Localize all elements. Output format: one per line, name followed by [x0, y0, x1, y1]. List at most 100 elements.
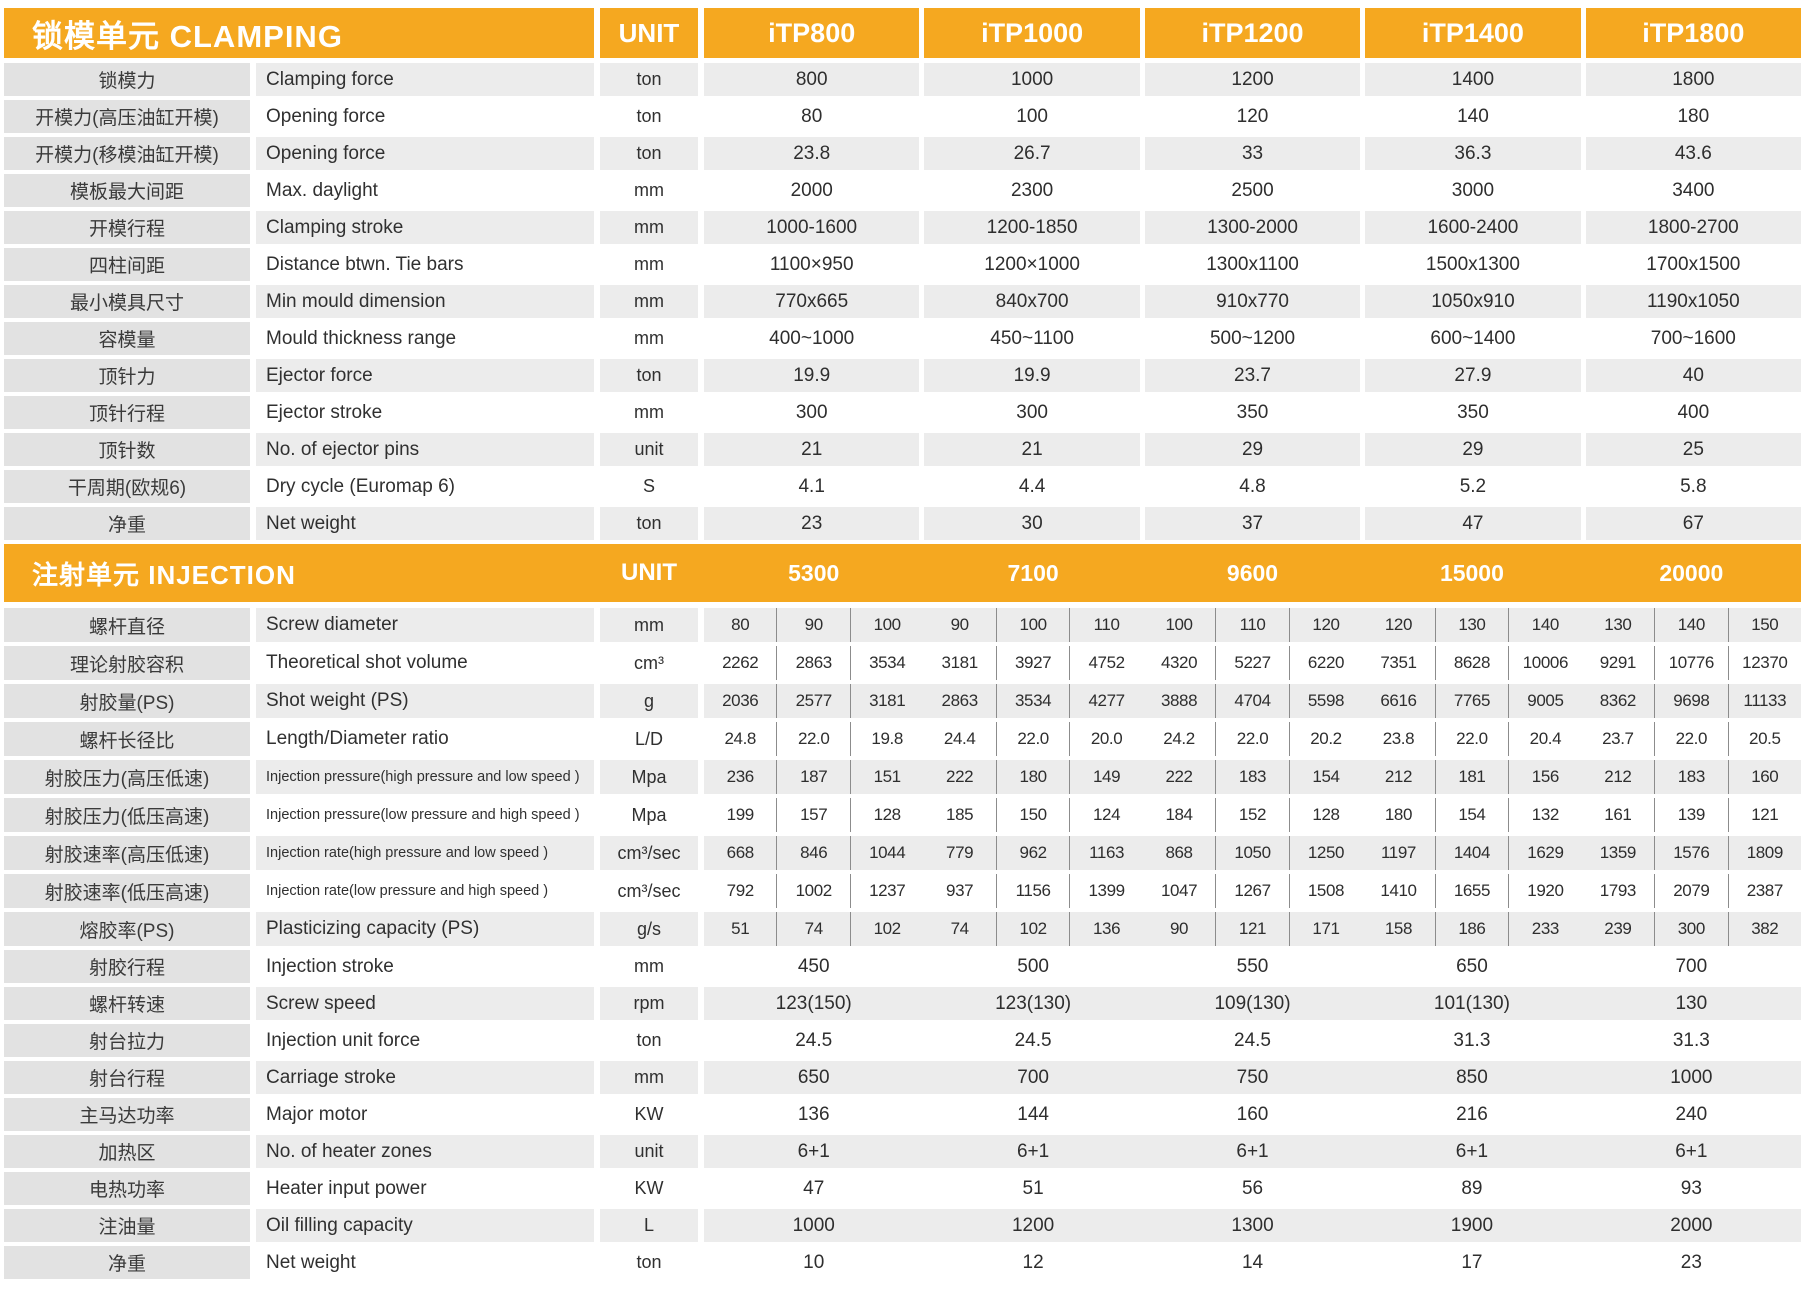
value-cell: 1000 — [792, 1214, 835, 1236]
unit-cell: ton — [636, 106, 662, 126]
unit-cell: mm — [600, 211, 698, 244]
value-cell: 1300 — [1231, 1214, 1274, 1236]
row-values: 21 21 29 29 25 — [704, 433, 1801, 466]
row-label-cn: 锁模力 — [4, 63, 250, 96]
row-label-cn: 开模力(高压油缸开模) — [4, 100, 250, 133]
value-cell: 20.5 — [1749, 729, 1781, 748]
value-cell: 6220 — [1307, 653, 1345, 672]
value-cell: 962 — [997, 836, 1071, 870]
row-label-en: Injection rate(low pressure and high spe… — [266, 883, 549, 899]
spec-row: 顶针力 Ejector force ton 19.9 19.9 23.7 27.9 40 — [4, 359, 1801, 392]
value-cell: 668 — [704, 836, 778, 870]
value-cell: 89 — [1461, 1177, 1483, 1199]
value-cell: 185 — [923, 798, 997, 832]
value-cell: 22.0 — [1436, 722, 1510, 756]
value-cell: 400 — [1677, 401, 1710, 423]
value-cell: 1267 — [1216, 874, 1290, 908]
injection-model-headers: 5300 7100 9600 15000 20000 — [704, 560, 1801, 587]
model-header: iTP1000 — [924, 8, 1140, 58]
value-cell: 1156 — [997, 874, 1071, 908]
unit-cell: cm³/sec — [617, 880, 681, 901]
value-cell: 2000 — [790, 179, 833, 201]
value-cell: 600~1400 — [1430, 327, 1516, 349]
value-cell: 29 — [1144, 433, 1361, 466]
spec-row: 射胶速率(低压高速) Injection rate(low pressure an… — [4, 874, 1801, 908]
spec-row: 干周期(欧规6) Dry cycle (Euromap 6) S 4.1 4.4 4.8 5… — [4, 470, 1801, 503]
row-values: 1000-1600 1200-1850 1300-2000 1600-2400 1800… — [704, 211, 1801, 244]
row-label-cn: 射胶量(PS) — [4, 684, 250, 718]
row-label-en: Carriage stroke — [256, 1061, 594, 1094]
spec-row: 最小模具尺寸 Min mould dimension mm 770x665 840x70… — [4, 285, 1801, 318]
value-cell: 792 — [704, 874, 778, 908]
row-label-cn: 射台拉力 — [4, 1024, 250, 1057]
spec-row: 射胶量(PS) Shot weight (PS) g 2036 2577 3181 2863… — [4, 684, 1801, 718]
row-label-cn: 开模力(移模油缸开模) — [4, 137, 250, 170]
row-values: 800 1000 1200 1400 1800 — [704, 63, 1801, 96]
value-cell: 171 — [1312, 919, 1340, 938]
value-cell: 180 — [1362, 798, 1436, 832]
row-label-cn: 顶针数 — [4, 433, 250, 466]
value-cell: 1200 — [1011, 1214, 1055, 1236]
value-cell: 124 — [1092, 805, 1121, 824]
injection-merged-rows: 射胶行程 Injection stroke mm 450 500 550 650 700 螺杆转… — [4, 950, 1801, 1279]
value-cell: 3927 — [997, 646, 1071, 680]
value-cell: 139 — [1655, 798, 1729, 832]
value-cell: 67 — [1585, 507, 1801, 540]
value-cell: 6+1 — [797, 1140, 830, 1162]
row-label-cn: 注油量 — [4, 1209, 250, 1242]
row-values: 770x665 840x700 910x770 1050x910 1190x1050 — [704, 285, 1801, 318]
value-cell: 3000 — [1451, 179, 1495, 201]
value-cell: 1900 — [1450, 1214, 1494, 1236]
value-cell: 90 — [777, 608, 851, 642]
value-cell: 30 — [924, 507, 1140, 540]
row-label-en: Clamping force — [256, 63, 594, 96]
value-cell: 8628 — [1436, 646, 1510, 680]
row-label-en: Length/Diameter ratio — [266, 728, 449, 749]
value-cell: 184 — [1143, 798, 1217, 832]
value-cell: 29 — [1365, 433, 1581, 466]
value-cell: 3400 — [1672, 179, 1715, 201]
value-cell: 300 — [795, 401, 828, 423]
value-cell: 1508 — [1307, 881, 1345, 900]
value-cell: 1700x1500 — [1646, 253, 1741, 275]
value-cell: 90 — [923, 608, 997, 642]
row-values: 650 700 750 850 1000 — [704, 1061, 1801, 1094]
value-cell: 6+1 — [1016, 1140, 1050, 1162]
unit-cell: mm — [634, 402, 664, 422]
spec-row: 射胶压力(高压低速) Injection pressure(high pressu… — [4, 760, 1801, 794]
row-label-cn: 螺杆长径比 — [4, 722, 250, 756]
row-values: 4.1 4.4 4.8 5.2 5.8 — [704, 470, 1801, 503]
row-label-en: Clamping stroke — [256, 211, 594, 244]
value-cell: 12 — [1022, 1251, 1044, 1273]
model-header: iTP1200 — [1144, 8, 1361, 58]
row-label-en: Major motor — [266, 1103, 368, 1125]
unit-cell: ton — [600, 137, 698, 170]
value-cell: 40 — [1585, 359, 1801, 392]
row-label-en: Ejector force — [256, 359, 594, 392]
value-cell: 100 — [997, 608, 1071, 642]
unit-cell: mm — [634, 328, 664, 348]
row-label-en: Screw diameter — [256, 608, 594, 642]
spec-row: 电热功率 Heater input power KW 47 51 56 89 93 — [4, 1172, 1801, 1205]
value-cell: 400~1000 — [769, 327, 855, 349]
value-cell: 90 — [1143, 912, 1217, 946]
value-cell: 650 — [1456, 955, 1488, 977]
value-cell: 3181 — [869, 691, 906, 710]
value-cell: 24.5 — [795, 1029, 833, 1051]
value-cell: 216 — [1456, 1103, 1488, 1125]
value-cell: 160 — [1236, 1103, 1269, 1125]
value-cell: 56 — [1241, 1177, 1264, 1199]
value-cell: 14 — [1241, 1251, 1264, 1273]
value-cell: 1200×1000 — [984, 253, 1080, 275]
value-cell: 1047 — [1143, 874, 1217, 908]
value-cell: 1300-2000 — [1144, 211, 1361, 244]
value-cell: 23.7 — [1144, 359, 1361, 392]
value-cell: 1100×950 — [769, 253, 854, 275]
value-cell: 2079 — [1655, 874, 1729, 908]
row-label-en: Injection rate(high pressure and low spe… — [256, 836, 594, 870]
row-label-cn: 顶针行程 — [4, 396, 250, 429]
row-label-cn: 射胶压力(高压低速) — [4, 760, 250, 794]
spec-row: 射胶速率(高压低速) Injection rate(high pressure a… — [4, 836, 1801, 870]
row-label-cn: 净重 — [4, 1246, 250, 1279]
value-cell: 2577 — [777, 684, 851, 718]
